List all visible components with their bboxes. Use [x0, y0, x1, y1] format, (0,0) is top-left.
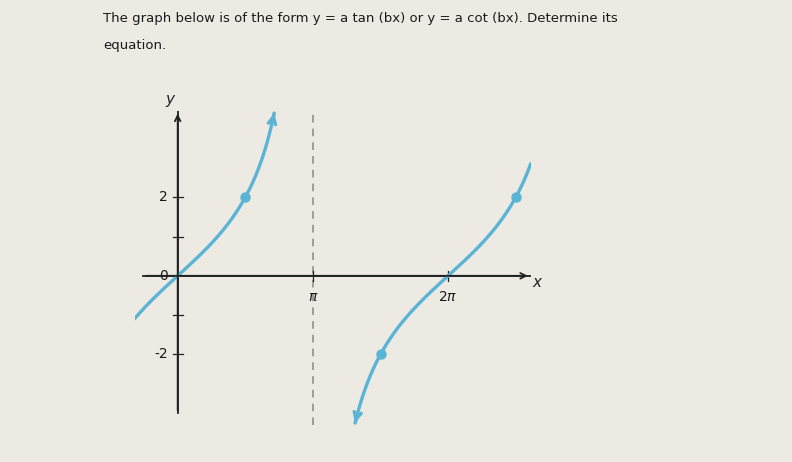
Text: 0: 0	[159, 269, 168, 283]
Text: x: x	[533, 275, 542, 291]
Text: $2\pi$: $2\pi$	[439, 290, 458, 304]
Text: y: y	[166, 92, 174, 107]
Text: The graph below is of the form y = a tan (bx) or y = a cot (bx). Determine its: The graph below is of the form y = a tan…	[103, 12, 618, 24]
Text: $\pi$: $\pi$	[307, 290, 318, 304]
Text: -2: -2	[154, 347, 168, 361]
Text: equation.: equation.	[103, 39, 166, 52]
Text: 2: 2	[159, 190, 168, 204]
